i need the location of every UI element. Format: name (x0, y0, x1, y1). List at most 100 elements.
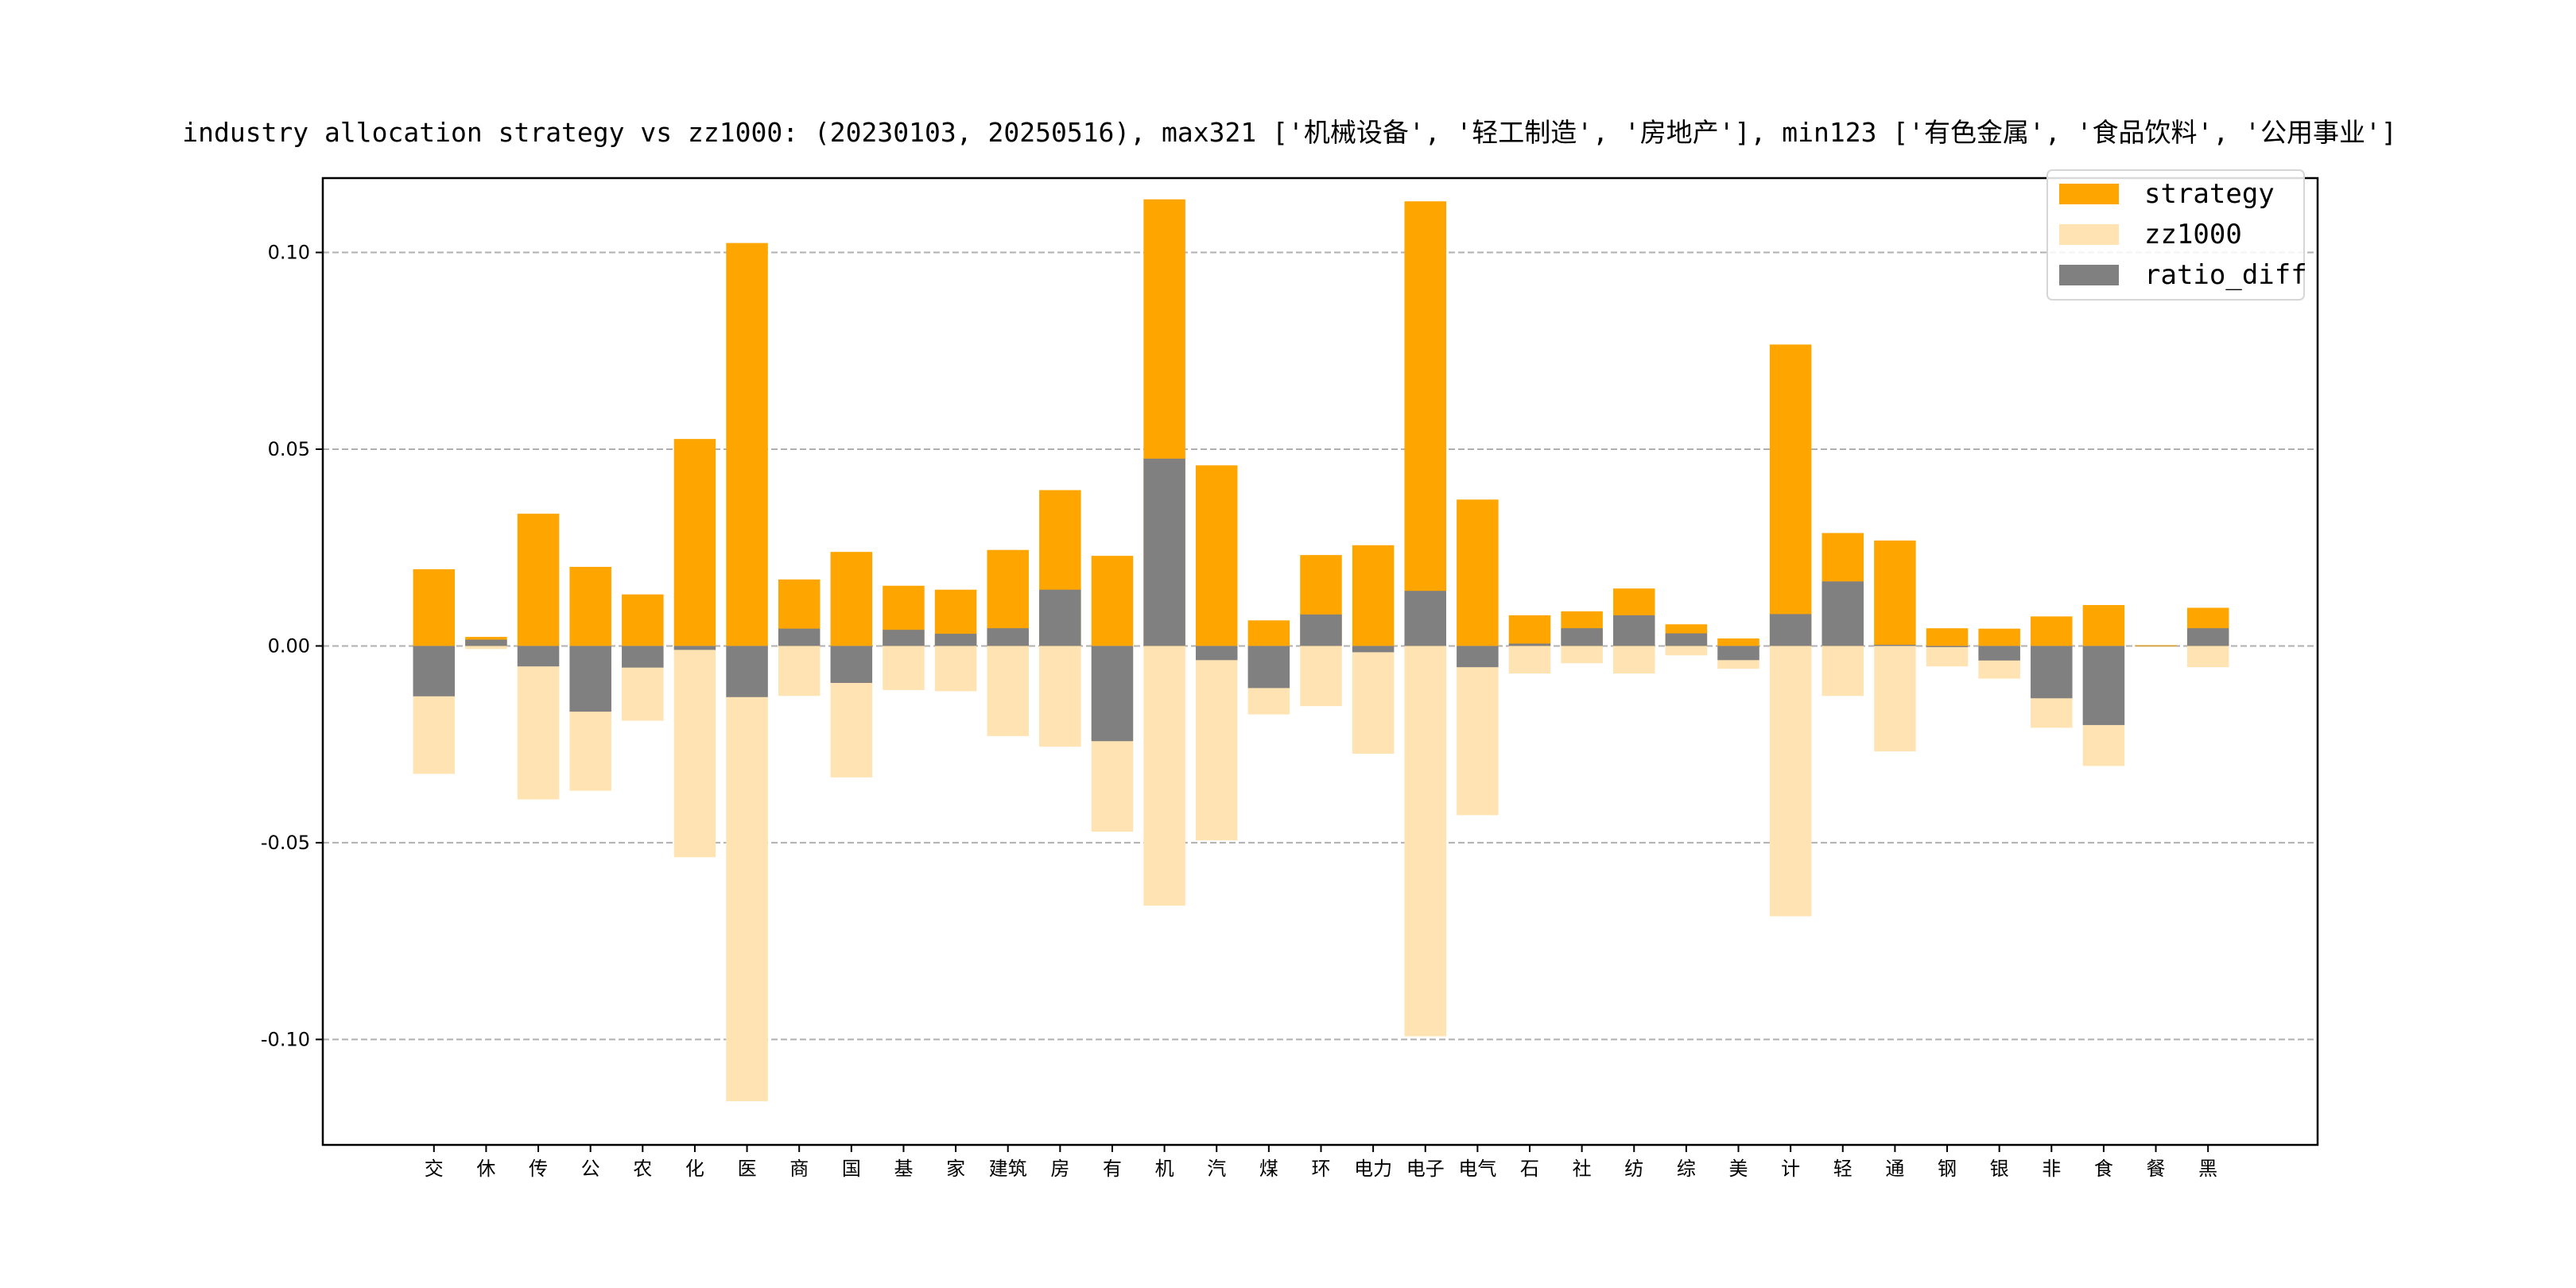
x-tick-label: 社 (1573, 1158, 1592, 1180)
bar-zz1000 (1039, 646, 1081, 747)
bar-strategy (1352, 545, 1395, 646)
bar-ratio-diff (830, 646, 873, 683)
bar-ratio-diff (934, 634, 977, 646)
x-tick-label: 化 (685, 1158, 704, 1180)
bar-strategy (1978, 628, 2020, 646)
bar-ratio-diff (726, 646, 768, 697)
y-tick-label: -0.10 (261, 1028, 310, 1050)
bar-ratio-diff (2082, 646, 2125, 725)
bar-ratio-diff (569, 646, 611, 712)
legend-swatch-ratio-diff (2059, 265, 2119, 285)
bar-ratio-diff (883, 630, 925, 646)
bar-ratio-diff (1613, 615, 1655, 646)
bar-zz1000 (934, 646, 977, 692)
bar-zz1000 (1195, 646, 1238, 840)
y-axis: -0.10 -0.05 0.00 0.05 0.10 (261, 242, 323, 1050)
bar-ratio-diff (1717, 646, 1759, 661)
x-tick-label: 银 (1990, 1158, 2009, 1180)
x-tick-label: 电力 (1354, 1158, 1392, 1180)
bar-ratio-diff (413, 646, 456, 696)
bar-strategy (1457, 499, 1499, 646)
bar-strategy (830, 552, 873, 646)
bar-ratio-diff (1039, 589, 1081, 646)
x-tick-label: 煤 (1259, 1158, 1278, 1180)
x-tick-label: 公 (581, 1158, 600, 1180)
bar-strategy (1404, 201, 1446, 646)
x-tick-label: 房 (1050, 1158, 1069, 1180)
bar-strategy (673, 439, 716, 646)
x-tick-label: 纺 (1624, 1158, 1643, 1180)
y-tick-label: -0.05 (261, 832, 310, 854)
x-tick-label: 农 (633, 1158, 652, 1180)
bar-ratio-diff (1508, 643, 1551, 646)
bar-ratio-diff (1457, 646, 1499, 668)
bar-ratio-diff (2186, 628, 2229, 646)
x-tick-label: 家 (946, 1158, 965, 1180)
legend-swatch-strategy (2059, 184, 2119, 204)
bar-zz1000 (517, 646, 560, 800)
bar-zz1000 (673, 646, 716, 858)
bar-ratio-diff (1352, 646, 1395, 653)
bar-ratio-diff (1665, 633, 1708, 646)
x-tick-label: 综 (1677, 1158, 1696, 1180)
bar-strategy (2082, 604, 2125, 646)
bar-ratio-diff (673, 646, 716, 650)
bar-strategy (1195, 465, 1238, 646)
bar-zz1000 (1769, 646, 1812, 917)
bar-ratio-diff (778, 628, 821, 646)
bar-zz1000 (883, 646, 925, 690)
x-tick-label: 电气 (1458, 1158, 1496, 1180)
bar-ratio-diff (1874, 644, 1916, 646)
x-tick-label: 钢 (1938, 1158, 1957, 1180)
bar-zz1000 (1352, 646, 1395, 755)
chart-title: industry allocation strategy vs zz1000: … (182, 117, 2397, 148)
x-tick-label: 基 (894, 1158, 913, 1180)
x-tick-label: 有 (1103, 1158, 1122, 1180)
bar-zz1000 (1457, 646, 1499, 816)
bar-zz1000 (1613, 646, 1655, 674)
x-tick-label: 机 (1155, 1158, 1174, 1180)
bar-zz1000 (465, 646, 507, 650)
x-tick-label: 通 (1885, 1158, 1904, 1180)
x-tick-label: 黑 (2198, 1158, 2217, 1180)
bar-ratio-diff (465, 639, 507, 646)
bar-strategy (1874, 540, 1916, 646)
legend-label: strategy (2144, 178, 2275, 210)
x-tick-label: 食 (2094, 1158, 2113, 1180)
bar-ratio-diff (622, 646, 664, 668)
x-tick-label: 交 (425, 1158, 444, 1180)
bar-zz1000 (987, 646, 1029, 736)
x-tick-label: 计 (1781, 1158, 1800, 1180)
x-tick-label: 传 (529, 1158, 548, 1180)
bar-strategy (1926, 628, 1969, 646)
bar-strategy (1769, 344, 1812, 646)
x-tick-label: 商 (789, 1158, 809, 1180)
legend: strategy zz1000 ratio_diff (2046, 169, 2307, 301)
bar-ratio-diff (1143, 458, 1185, 646)
legend-label: zz1000 (2144, 219, 2242, 250)
bar-strategy (2135, 645, 2177, 646)
legend-label: ratio_diff (2144, 259, 2307, 291)
x-tick-label: 轻 (1833, 1158, 1852, 1180)
x-axis: 交 休 传 公 农 化 医 商 国 基 家 建筑 房 有 机 汽 煤 环 电力 电子 电气 石 社 纺 综 美 计 轻 通 钢 银 非 食 餐 黑 (425, 1145, 2217, 1180)
bar-strategy (1508, 615, 1551, 646)
bar-ratio-diff (1769, 614, 1812, 646)
bar-strategy (413, 568, 456, 646)
bar-strategy (1091, 556, 1134, 646)
bar-zz1000 (1926, 646, 1969, 667)
bar-strategy (2031, 616, 2073, 646)
x-tick-label: 休 (476, 1158, 495, 1180)
y-tick-label: 0.10 (268, 242, 310, 264)
x-tick-label: 国 (842, 1158, 861, 1180)
bar-ratio-diff (1247, 646, 1290, 689)
bar-zz1000 (2186, 646, 2229, 668)
bar-ratio-diff (1978, 646, 2020, 661)
bar-ratio-diff (2031, 646, 2073, 699)
x-tick-label: 建筑 (989, 1158, 1027, 1180)
bar-zz1000 (1143, 646, 1185, 906)
bars (413, 199, 2229, 1102)
bar-ratio-diff (1821, 581, 1864, 646)
bar-strategy (622, 594, 664, 646)
bar-zz1000 (1300, 646, 1342, 707)
